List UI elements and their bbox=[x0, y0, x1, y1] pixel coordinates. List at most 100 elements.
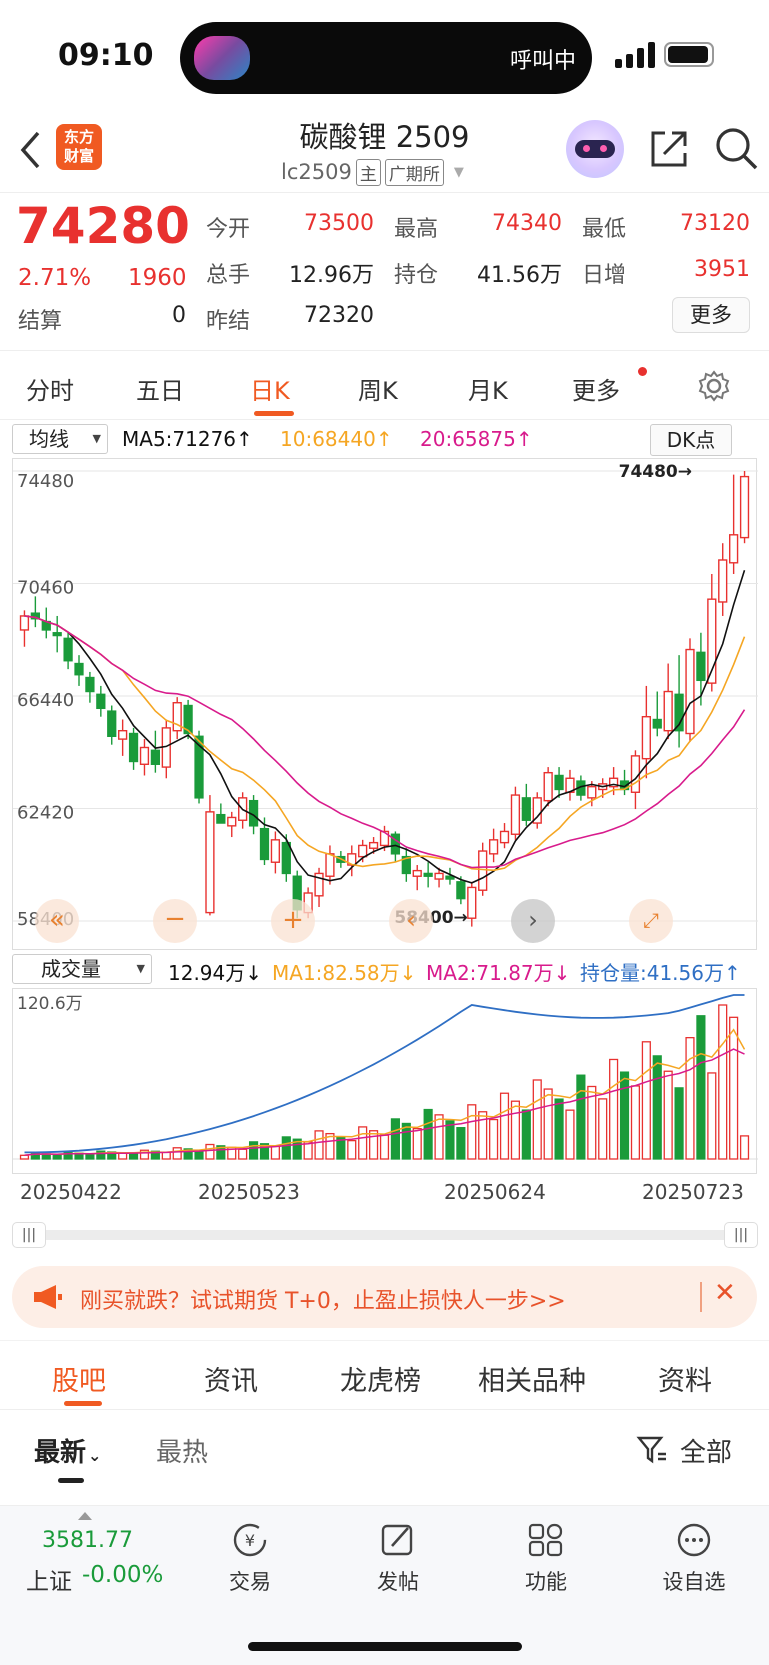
tab-related[interactable]: 相关品种 bbox=[478, 1366, 586, 1397]
sort-hot[interactable]: 最热 bbox=[156, 1438, 209, 1468]
logo-top: 东方 bbox=[63, 128, 94, 146]
index-name: 上证 bbox=[26, 1569, 72, 1595]
filter-all[interactable]: 全部 bbox=[680, 1438, 733, 1468]
tab-dragon-tiger[interactable]: 龙虎榜 bbox=[340, 1366, 421, 1397]
zoom-in-button[interactable]: + bbox=[271, 899, 315, 943]
volume-chart[interactable]: 120.6万 bbox=[12, 988, 758, 1174]
tab-intraday[interactable]: 分时 bbox=[26, 377, 74, 405]
volume-bar bbox=[205, 1143, 215, 1160]
back-icon[interactable] bbox=[18, 130, 42, 170]
bottom-bar: 3581.77 上证 -0.00% ¥ 交易 发帖 功能 设自选 bbox=[0, 1506, 769, 1665]
volume-bar bbox=[630, 1085, 641, 1160]
megaphone-icon bbox=[34, 1285, 62, 1309]
volume-bar bbox=[456, 1127, 466, 1160]
function-button[interactable]: 功能 bbox=[508, 1522, 584, 1602]
signal-icon bbox=[615, 40, 657, 68]
search-icon[interactable] bbox=[714, 126, 760, 172]
share-icon[interactable] bbox=[648, 128, 690, 170]
candle-body bbox=[139, 746, 150, 765]
candle-body bbox=[325, 853, 335, 877]
volume-bar bbox=[63, 1151, 73, 1160]
period-tabs: 分时 五日 日K 周K 月K 更多 bbox=[0, 350, 769, 420]
candle-body bbox=[456, 881, 466, 900]
volume-bar bbox=[696, 1015, 706, 1160]
robot-avatar-icon[interactable] bbox=[566, 120, 624, 178]
volume-bar bbox=[379, 1134, 390, 1160]
contract-line[interactable]: lc2509 主 广期所 ▼ bbox=[281, 158, 464, 186]
indicator-select[interactable]: 均线 ▼ bbox=[12, 424, 108, 454]
volume-bar bbox=[707, 1072, 717, 1160]
volume-bar bbox=[412, 1127, 422, 1160]
volume-select[interactable]: 成交量 ▼ bbox=[12, 954, 152, 984]
candle-body bbox=[85, 676, 95, 693]
tab-monthly-k[interactable]: 月K bbox=[468, 377, 508, 405]
candle-body bbox=[128, 732, 139, 763]
ma10-value: 10:68440↑ bbox=[280, 427, 393, 451]
tab-daily-k[interactable]: 日K bbox=[250, 377, 290, 405]
slider-left-handle[interactable]: ||| bbox=[12, 1222, 46, 1248]
logo-bottom: 财富 bbox=[63, 147, 94, 165]
volume-bar bbox=[347, 1139, 357, 1160]
volume-select-label: 成交量 bbox=[41, 957, 101, 981]
volume-ma2: MA2:71.87万↓ bbox=[426, 961, 571, 985]
dk-point-button[interactable]: DK点 bbox=[650, 424, 732, 456]
candle-body bbox=[488, 839, 499, 855]
y-tick-label: 74480 bbox=[17, 471, 74, 492]
page-title: 碳酸锂 2509 bbox=[299, 120, 470, 154]
settings-gear-icon[interactable] bbox=[697, 369, 731, 403]
tab-weekly-k[interactable]: 周K bbox=[358, 377, 398, 405]
volume-bar bbox=[619, 1071, 630, 1160]
prev-settle-label: 昨结 bbox=[206, 309, 251, 334]
next-button[interactable]: › bbox=[511, 899, 555, 943]
open-value: 73500 bbox=[304, 211, 374, 236]
volume-bar bbox=[565, 1109, 575, 1160]
volume-bar bbox=[248, 1141, 259, 1160]
candle-body bbox=[379, 830, 390, 847]
x-tick: 20250422 bbox=[20, 1180, 122, 1204]
candle-body bbox=[205, 811, 215, 914]
change-value: 1960 bbox=[128, 265, 187, 291]
scroll-left-button[interactable]: « bbox=[35, 899, 79, 943]
trade-button[interactable]: ¥ 交易 bbox=[212, 1522, 288, 1602]
filter-icon[interactable] bbox=[636, 1434, 668, 1466]
section-tabs: 股吧 资讯 龙虎榜 相关品种 资料 bbox=[0, 1340, 769, 1410]
range-slider[interactable]: ||| ||| bbox=[12, 1222, 758, 1248]
promo-banner[interactable]: 刚买就跌？试试期货 T+0，止盈止损快人一步>> ✕ bbox=[12, 1266, 757, 1328]
notification-dot bbox=[638, 367, 647, 376]
post-button[interactable]: 发帖 bbox=[360, 1522, 436, 1602]
volume-bar bbox=[358, 1126, 368, 1160]
candle-body bbox=[227, 816, 237, 827]
low-label: 最低 bbox=[582, 217, 627, 242]
volume-bar bbox=[292, 1138, 302, 1160]
tab-five-day[interactable]: 五日 bbox=[136, 377, 184, 405]
volume-bar bbox=[576, 1074, 586, 1160]
k-chart[interactable]: 744807046066440624205840074480→58400→ « … bbox=[12, 458, 758, 950]
quote-panel: 74280 2.71% 1960 结算 0 今开 73500 最高 74340 … bbox=[0, 192, 769, 350]
watchlist-button[interactable]: 设自选 bbox=[652, 1522, 736, 1602]
volume-bar bbox=[652, 1055, 662, 1160]
tab-info[interactable]: 资料 bbox=[658, 1366, 712, 1397]
app-mascot-icon bbox=[194, 36, 250, 80]
dynamic-island[interactable]: 呼叫中 bbox=[180, 22, 592, 94]
tab-forum[interactable]: 股吧 bbox=[52, 1366, 106, 1397]
tab-more[interactable]: 更多 bbox=[572, 377, 620, 405]
index-widget[interactable]: 3581.77 上证 -0.00% bbox=[0, 1506, 180, 1606]
volume-bar bbox=[390, 1118, 400, 1160]
tab-news[interactable]: 资讯 bbox=[204, 1366, 258, 1397]
sort-latest[interactable]: 最新 ⌄ bbox=[34, 1438, 102, 1468]
candle-body bbox=[739, 475, 750, 539]
prev-button[interactable]: ‹ bbox=[389, 899, 433, 943]
candle-body bbox=[663, 690, 673, 732]
candle-body bbox=[19, 615, 30, 631]
more-button[interactable]: 更多 bbox=[672, 297, 750, 333]
candle-body bbox=[194, 735, 204, 799]
slider-right-handle[interactable]: ||| bbox=[724, 1222, 758, 1248]
candle-body bbox=[259, 827, 270, 861]
volume-bar bbox=[674, 1087, 684, 1160]
candle-body bbox=[107, 710, 117, 737]
fullscreen-button[interactable]: ⤢ bbox=[629, 899, 673, 943]
close-icon[interactable]: ✕ bbox=[714, 1278, 736, 1308]
volume-bar bbox=[554, 1098, 564, 1160]
svg-text:¥: ¥ bbox=[245, 1531, 255, 1550]
zoom-out-button[interactable]: − bbox=[153, 899, 197, 943]
